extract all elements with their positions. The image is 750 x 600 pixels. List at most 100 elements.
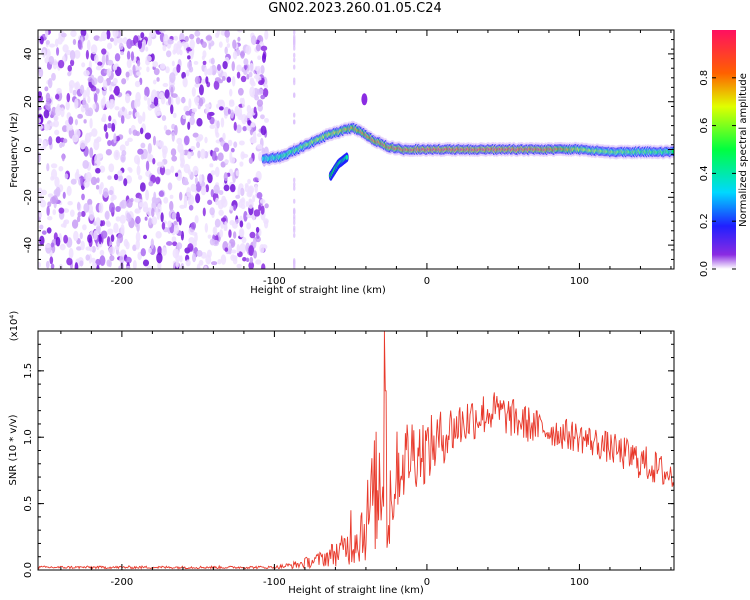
- spectrogram-noise-cell: [155, 176, 161, 185]
- spectrogram-noise-cell: [95, 184, 100, 190]
- spectrogram-noise-cell: [89, 147, 94, 159]
- spectrogram-noise-cell: [46, 205, 50, 216]
- spectrogram-noise-cell: [54, 105, 62, 117]
- spectrogram-noise-cell: [236, 263, 242, 269]
- spectrogram-noise-cell: [55, 136, 61, 144]
- spectrogram-noise-cell: [137, 148, 144, 155]
- spectrogram-noise-cell: [293, 177, 296, 183]
- spectrogram-noise-cell: [194, 176, 198, 185]
- spectrogram-y-tick-label: -20: [23, 189, 34, 205]
- spectrogram-noise-cell: [293, 64, 296, 70]
- spectrogram-noise-cell: [59, 243, 66, 251]
- spectrogram-noise-cell: [246, 257, 250, 263]
- spectrogram-noise-cell: [170, 165, 175, 173]
- spectrogram-noise-cell: [66, 257, 73, 266]
- spectrogram-noise-cell: [175, 96, 181, 105]
- spectrogram-noise-cell: [170, 148, 177, 157]
- spectrogram-noise-cell: [38, 118, 42, 124]
- spectrogram-noise-cell: [80, 240, 85, 251]
- spectrogram-noise-cell: [214, 218, 221, 228]
- spectrogram-noise-cell: [221, 75, 226, 82]
- spectrogram-noise-cell: [113, 222, 119, 234]
- spectrogram-noise-cell: [130, 51, 135, 62]
- spectrogram-noise-cell: [293, 45, 296, 51]
- spectrogram-noise-cell: [242, 126, 247, 132]
- spectrogram-noise-cell: [109, 202, 115, 214]
- spectrogram-noise-cell: [198, 97, 204, 107]
- colorbar-tick-label: 0.4: [699, 165, 710, 181]
- spectrogram-noise-cell: [105, 220, 111, 226]
- spectrogram-noise-cell: [235, 170, 240, 177]
- spectrogram-noise-cell: [249, 86, 256, 98]
- spectrogram-noise-cell: [227, 108, 231, 115]
- spectrogram-noise-cell: [136, 71, 141, 77]
- spectrogram-noise-cell: [86, 39, 91, 51]
- spectrogram-noise-cell: [260, 45, 268, 52]
- spectrogram-noise-cell: [204, 66, 208, 77]
- spectrogram-noise-cell: [77, 113, 83, 119]
- spectrogram-noise-cell: [38, 137, 42, 144]
- spectrogram-noise-cell: [81, 210, 86, 218]
- spectrogram-noise-cell: [293, 77, 296, 83]
- spectrogram-noise-cell: [39, 224, 44, 230]
- spectrogram-noise-cell: [47, 201, 52, 208]
- spectrogram-noise-cell: [39, 235, 45, 246]
- spectrogram-noise-cell: [106, 59, 114, 66]
- spectrogram-noise-cell: [125, 113, 132, 120]
- spectrogram-noise-cell: [45, 101, 51, 110]
- spectrogram-noise-cell: [214, 166, 220, 178]
- spectrogram-noise-cell: [38, 106, 42, 111]
- spectrogram-noise-cell: [183, 105, 190, 113]
- spectrogram-noise-cell: [204, 223, 209, 233]
- spectrogram-noise-cell: [98, 233, 102, 245]
- snr-y-axis-label: SNR (10 * v/v): [8, 414, 19, 485]
- spectrogram-noise-cell: [90, 44, 98, 55]
- spectrogram-noise-cell: [145, 189, 150, 201]
- spectrogram-noise-cell: [61, 153, 65, 162]
- spectrogram-noise-cell: [138, 175, 143, 180]
- spectrogram-noise-cell: [156, 77, 160, 82]
- spectrogram-noise-cell: [217, 258, 222, 265]
- spectrogram-x-tick-label: -100: [263, 276, 286, 287]
- spectrogram-noise-cell: [231, 75, 236, 87]
- spectrogram-noise-cell: [138, 202, 144, 208]
- spectrogram-noise-cell: [91, 262, 97, 269]
- spectrogram-noise-cell: [153, 96, 159, 107]
- spectrogram-noise-cell: [44, 30, 49, 38]
- spectrogram-noise-cell: [126, 50, 131, 61]
- spectrogram-noise-cell: [144, 86, 150, 98]
- spectrogram-noise-cell: [179, 204, 186, 209]
- spectrogram-noise-cell: [224, 247, 229, 252]
- spectrogram-noise-cell: [213, 80, 220, 90]
- spectrogram-branch-core: [345, 154, 349, 160]
- spectrogram-noise-cell: [261, 53, 266, 63]
- spectrogram-x-tick-label: 100: [570, 276, 589, 287]
- spectrogram-noise-cell: [252, 195, 256, 203]
- spectrogram-noise-cell: [61, 32, 67, 38]
- spectrogram-noise-cell: [256, 99, 264, 107]
- spectrogram-noise-cell: [110, 99, 116, 108]
- spectrogram-noise-cell: [163, 34, 169, 46]
- spectrogram-noise-cell: [100, 31, 108, 41]
- spectrogram-noise-cell: [107, 175, 112, 180]
- spectrogram-noise-cell: [188, 66, 194, 73]
- spectrogram-noise-cell: [236, 64, 242, 72]
- spectrogram-noise-cell: [132, 244, 137, 252]
- spectrogram-noise-cell: [114, 106, 120, 111]
- spectrogram-noise-cell: [87, 198, 93, 206]
- spectrogram-noise-cell: [212, 226, 216, 235]
- spectrogram-noise-cell: [160, 212, 164, 223]
- spectrogram-noise-cell: [109, 84, 113, 92]
- spectrogram-noise-cell: [176, 242, 183, 250]
- spectrogram-noise-cell: [221, 198, 228, 208]
- spectrogram-noise-cell: [105, 131, 109, 140]
- spectrogram-noise-cell: [236, 111, 241, 117]
- spectrogram-noise-cell: [201, 41, 207, 48]
- spectrogram-noise-cell: [261, 263, 266, 269]
- spectrogram-noise-cell: [76, 168, 80, 177]
- spectrogram-noise-cell: [148, 217, 152, 226]
- spectrogram-noise-cell: [293, 30, 296, 35]
- spectrogram-noise-cell: [133, 154, 140, 165]
- spectrogram-noise-cell: [68, 247, 74, 259]
- spectrogram-noise-cell: [198, 174, 203, 185]
